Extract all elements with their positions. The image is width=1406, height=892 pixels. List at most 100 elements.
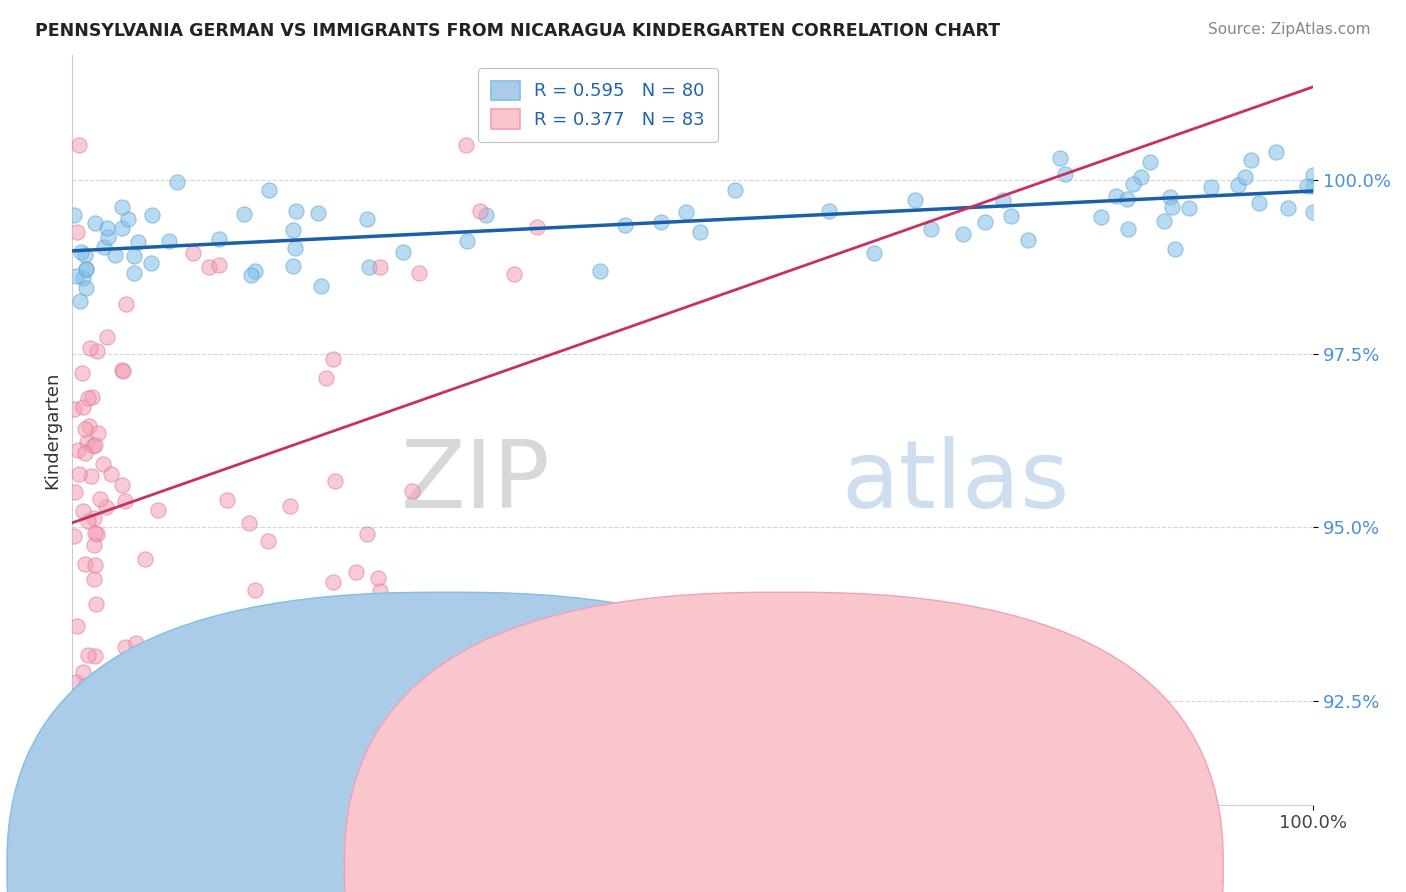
Point xyxy=(238,516,260,530)
Point xyxy=(1199,180,1222,194)
Text: atlas: atlas xyxy=(842,436,1070,528)
Point xyxy=(1122,177,1144,191)
Point xyxy=(356,212,378,227)
Point xyxy=(952,227,974,241)
Point xyxy=(79,342,101,356)
Point xyxy=(112,364,135,378)
Point xyxy=(124,636,146,650)
Point xyxy=(112,670,135,684)
Point xyxy=(67,138,90,153)
Point xyxy=(82,713,104,727)
Point xyxy=(83,216,105,230)
Point xyxy=(198,260,221,274)
Y-axis label: Kindergarten: Kindergarten xyxy=(44,371,60,489)
Point xyxy=(1116,222,1139,236)
Point xyxy=(100,467,122,482)
Point xyxy=(134,552,156,566)
Point xyxy=(239,268,262,282)
Point xyxy=(89,774,111,789)
Point xyxy=(323,475,346,489)
Point xyxy=(675,204,697,219)
Point xyxy=(62,402,84,417)
Point xyxy=(526,219,548,234)
Point xyxy=(122,250,145,264)
Point xyxy=(148,503,170,517)
Point xyxy=(401,483,423,498)
Point xyxy=(66,225,89,239)
Point xyxy=(89,492,111,507)
Point xyxy=(363,606,385,620)
Legend: R = 0.595   N = 80, R = 0.377   N = 83: R = 0.595 N = 80, R = 0.377 N = 83 xyxy=(478,68,717,142)
Point xyxy=(392,245,415,260)
Point xyxy=(94,500,117,515)
Point xyxy=(217,493,239,508)
Point xyxy=(141,255,163,269)
Point xyxy=(111,478,134,492)
Point xyxy=(91,763,114,777)
Point xyxy=(315,371,337,385)
Point xyxy=(72,400,94,414)
Point xyxy=(284,241,307,255)
Point xyxy=(75,677,97,691)
Point xyxy=(1129,169,1152,184)
Point xyxy=(86,343,108,358)
Point xyxy=(75,262,97,277)
Point xyxy=(70,366,93,380)
Point xyxy=(281,223,304,237)
Point xyxy=(408,266,430,280)
Point xyxy=(114,494,136,508)
Point xyxy=(127,235,149,249)
Point xyxy=(1277,202,1299,216)
Point xyxy=(1017,233,1039,247)
Point xyxy=(278,499,301,513)
Point xyxy=(83,538,105,552)
Point xyxy=(352,647,374,661)
Point xyxy=(904,193,927,207)
Point xyxy=(208,232,231,246)
Point xyxy=(367,572,389,586)
Point xyxy=(502,267,524,281)
Point xyxy=(346,566,368,580)
Text: Pennsylvania Germans: Pennsylvania Germans xyxy=(439,852,630,870)
Point xyxy=(75,707,97,722)
Point xyxy=(284,203,307,218)
Point xyxy=(1265,145,1288,159)
Point xyxy=(1302,169,1324,183)
Point xyxy=(83,648,105,663)
Point xyxy=(96,221,118,235)
Point xyxy=(1054,167,1077,181)
Point xyxy=(232,207,254,221)
Point xyxy=(76,514,98,528)
Point xyxy=(973,215,995,229)
Point xyxy=(368,260,391,274)
Point xyxy=(65,268,87,283)
Point xyxy=(1116,192,1139,206)
Point xyxy=(322,575,344,590)
Point xyxy=(76,435,98,450)
Point xyxy=(1302,179,1324,194)
Point xyxy=(1164,243,1187,257)
Point xyxy=(82,439,104,453)
Point xyxy=(83,558,105,573)
Point xyxy=(75,262,97,277)
Point xyxy=(166,175,188,189)
Point xyxy=(65,485,87,500)
Point xyxy=(991,193,1014,207)
Point xyxy=(470,204,492,219)
Point xyxy=(67,705,90,719)
Point xyxy=(77,648,100,662)
Point xyxy=(73,247,96,261)
Point xyxy=(724,183,747,197)
Point xyxy=(1090,210,1112,224)
Point xyxy=(67,442,90,457)
Point xyxy=(456,234,478,248)
Point xyxy=(243,583,266,598)
Point xyxy=(84,597,107,611)
Point xyxy=(1105,189,1128,203)
Point xyxy=(82,391,104,405)
Point xyxy=(90,742,112,756)
Point xyxy=(920,222,942,236)
Point xyxy=(368,584,391,599)
Point xyxy=(63,529,86,543)
Point xyxy=(257,183,280,197)
